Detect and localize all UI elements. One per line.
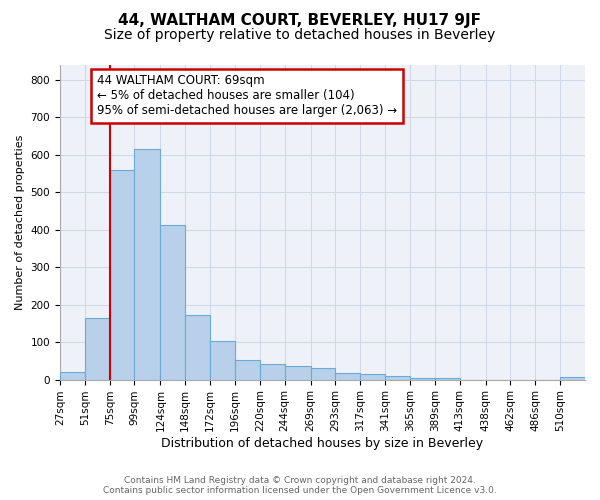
Bar (185, 315, 210, 380)
Text: 44, WALTHAM COURT, BEVERLEY, HU17 9JF: 44, WALTHAM COURT, BEVERLEY, HU17 9JF (119, 12, 482, 28)
Bar (435, 378, 460, 380)
Bar (160, 225, 185, 380)
Bar (134, 150, 160, 380)
Text: Contains HM Land Registry data © Crown copyright and database right 2024.
Contai: Contains HM Land Registry data © Crown c… (103, 476, 497, 495)
Bar (284, 366, 311, 380)
Bar (60, 372, 85, 380)
Y-axis label: Number of detached properties: Number of detached properties (15, 134, 25, 310)
Bar (260, 364, 284, 380)
Bar (410, 378, 435, 380)
Text: 44 WALTHAM COURT: 69sqm
← 5% of detached houses are smaller (104)
95% of semi-de: 44 WALTHAM COURT: 69sqm ← 5% of detached… (97, 74, 397, 118)
Bar (235, 360, 260, 380)
Bar (335, 373, 360, 380)
Bar (560, 376, 585, 380)
Text: Size of property relative to detached houses in Beverley: Size of property relative to detached ho… (104, 28, 496, 42)
Bar (360, 374, 385, 380)
Bar (110, 170, 134, 380)
X-axis label: Distribution of detached houses by size in Beverley: Distribution of detached houses by size … (161, 437, 484, 450)
Bar (311, 368, 335, 380)
Bar (385, 376, 410, 380)
Bar (85, 318, 110, 380)
Bar (210, 342, 235, 380)
